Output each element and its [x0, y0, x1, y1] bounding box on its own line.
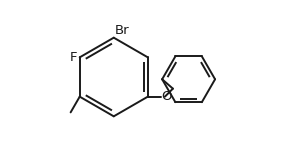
Text: O: O: [161, 90, 172, 103]
Text: F: F: [70, 51, 77, 64]
Text: Br: Br: [115, 24, 129, 37]
